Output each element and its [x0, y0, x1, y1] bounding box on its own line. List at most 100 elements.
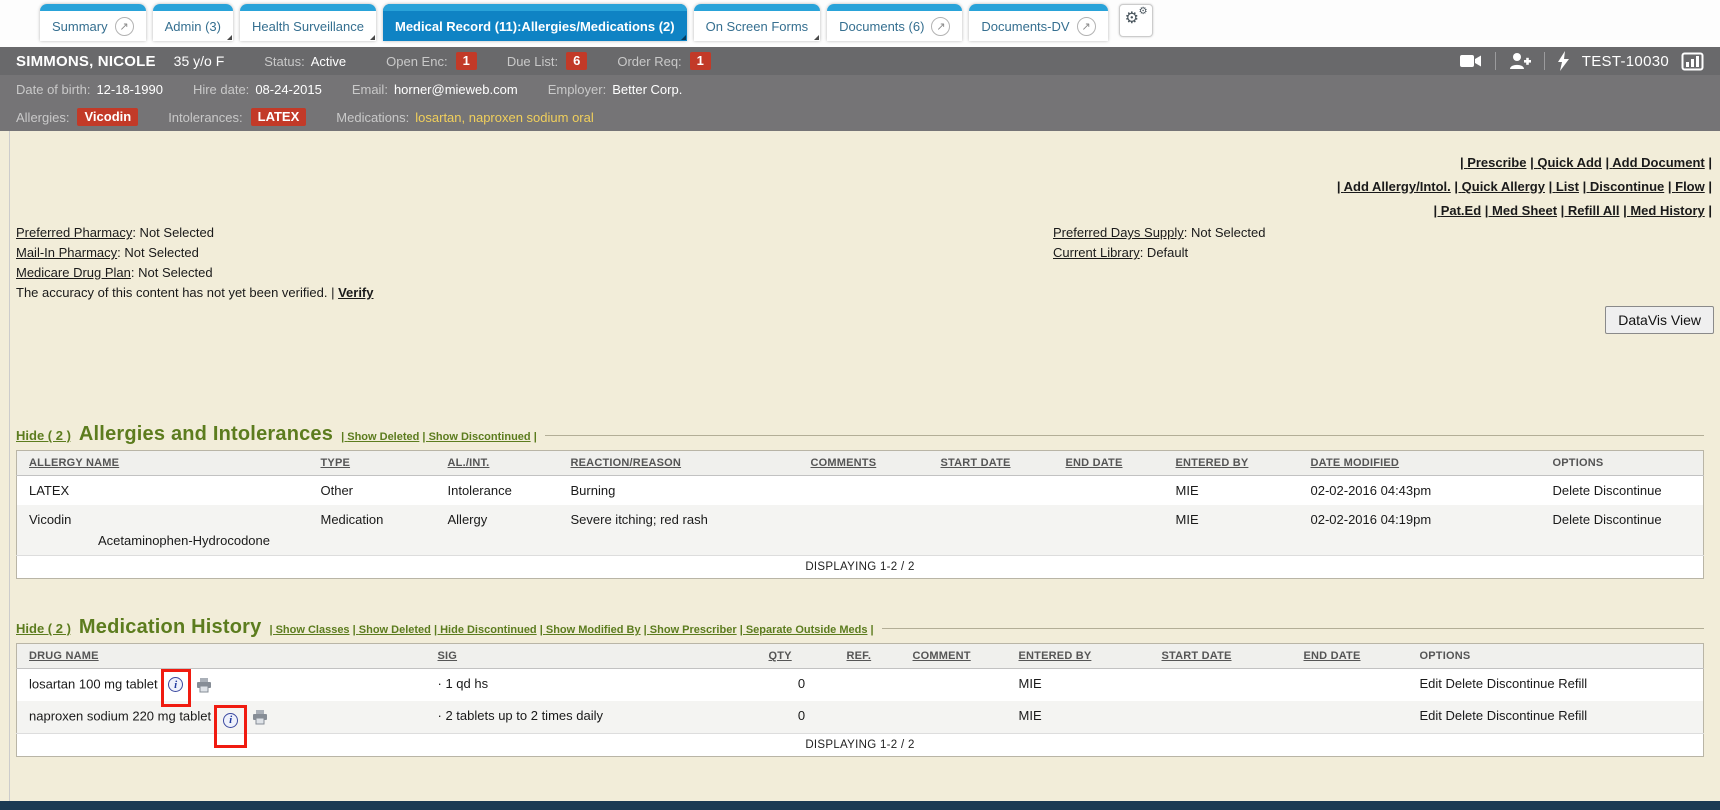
video-camera-icon[interactable] — [1459, 52, 1483, 70]
col-al-int[interactable]: AL./INT. — [435, 450, 559, 476]
col-comment[interactable]: COMMENT — [900, 643, 1007, 669]
status-label: Status: — [264, 53, 305, 69]
tab-summary[interactable]: Summary ↗ — [40, 4, 146, 41]
preferred-pharmacy-link[interactable]: Preferred Pharmacy — [16, 225, 133, 240]
pat-ed-link[interactable]: Pat.Ed — [1433, 203, 1481, 218]
allergy-entered-by: MIE — [1163, 475, 1299, 505]
prescribe-link[interactable]: Prescribe — [1460, 155, 1527, 170]
drug-info-icon[interactable]: i — [223, 712, 239, 728]
medication-row-naproxen[interactable]: naproxen sodium 220 mg tablet i · 2 table… — [16, 701, 1704, 748]
add-allergy-intol-link[interactable]: Add Allergy/Intol. — [1337, 179, 1451, 194]
col-start-date[interactable]: START DATE — [1149, 643, 1292, 669]
med-history-link[interactable]: Med History — [1623, 203, 1705, 218]
open-enc-label: Open Enc: — [386, 53, 448, 69]
medication-options[interactable]: Edit Delete Discontinue Refill — [1407, 701, 1704, 734]
allergies-hide-link[interactable]: Hide ( 2 ) — [16, 428, 71, 443]
allergy-options[interactable]: Delete Discontinue — [1540, 505, 1704, 556]
external-link-icon[interactable]: ↗ — [1076, 16, 1096, 36]
medications-section: Hide ( 2 ) Medication History Show Class… — [16, 616, 1704, 757]
mailin-pharmacy-link[interactable]: Mail-In Pharmacy — [16, 245, 118, 260]
tab-medical-record[interactable]: Medical Record (11):Allergies/Medication… — [383, 4, 687, 41]
refill-all-link[interactable]: Refill All — [1561, 203, 1620, 218]
allergy-row-vicodin[interactable]: Vicodin Acetaminophen-Hydrocodone Medica… — [16, 505, 1704, 556]
hide-discontinued-link[interactable]: Hide Discontinued — [434, 624, 537, 636]
col-type[interactable]: TYPE — [308, 450, 436, 476]
sig: · 2 tablets up to 2 times daily — [425, 701, 757, 734]
col-entered-by[interactable]: ENTERED BY — [1163, 450, 1299, 476]
medication-options[interactable]: Edit Delete Discontinue Refill — [1407, 668, 1704, 701]
tab-documents-dv[interactable]: Documents-DV ↗ — [969, 4, 1108, 41]
show-classes-link[interactable]: Show Classes — [269, 624, 349, 636]
col-allergy-name[interactable]: ALLERGY NAME — [16, 450, 309, 476]
datavis-view-button[interactable]: DataVis View — [1605, 306, 1714, 334]
col-reaction[interactable]: REACTION/REASON — [558, 450, 799, 476]
comment — [900, 668, 1007, 701]
allergy-badge[interactable]: Vicodin — [77, 108, 139, 126]
allergy-entered-by: MIE — [1163, 505, 1299, 556]
pharmacy-info: Preferred Pharmacy: Not Selected Mail-In… — [16, 223, 374, 303]
medications-hide-link[interactable]: Hide ( 2 ) — [16, 621, 71, 636]
tab-documents[interactable]: Documents (6) ↗ — [827, 4, 963, 41]
dob-label: Date of birth: — [16, 81, 91, 97]
hire-date-label: Hire date: — [192, 81, 250, 97]
add-person-icon[interactable] — [1508, 52, 1532, 70]
medications-section-header: Hide ( 2 ) Medication History Show Class… — [16, 616, 1704, 639]
allergy-comments — [798, 505, 929, 556]
quick-add-link[interactable]: Quick Add — [1530, 155, 1602, 170]
tab-on-screen-forms-label: On Screen Forms — [705, 18, 809, 34]
days-supply-link[interactable]: Preferred Days Supply — [1053, 225, 1184, 240]
bar-chart-icon[interactable] — [1681, 52, 1704, 71]
external-link-icon[interactable]: ↗ — [114, 16, 134, 36]
flow-link[interactable]: Flow — [1668, 179, 1705, 194]
show-discontinued-link[interactable]: Show Discontinued — [422, 431, 530, 443]
col-qty[interactable]: QTY — [756, 643, 835, 669]
col-sig[interactable]: SIG — [425, 643, 757, 669]
quick-allergy-link[interactable]: Quick Allergy — [1454, 179, 1545, 194]
col-comments[interactable]: COMMENTS — [798, 450, 929, 476]
start-date — [1149, 701, 1292, 734]
col-drug-name[interactable]: DRUG NAME — [16, 643, 426, 669]
col-entered-by[interactable]: ENTERED BY — [1006, 643, 1150, 669]
tab-on-screen-forms[interactable]: On Screen Forms — [693, 4, 821, 41]
external-link-icon[interactable]: ↗ — [931, 16, 951, 36]
order-req-badge[interactable]: 1 — [689, 52, 711, 70]
col-end-date[interactable]: END DATE — [1291, 643, 1408, 669]
separate-outside-meds-link[interactable]: Separate Outside Meds — [740, 624, 868, 636]
medications-list[interactable]: losartan, naproxen sodium oral — [415, 109, 594, 125]
col-ref[interactable]: REF. — [834, 643, 901, 669]
drug-info-icon[interactable]: i — [168, 677, 184, 692]
lightning-bolt-icon[interactable] — [1557, 51, 1570, 71]
intolerances-label: Intolerances: — [168, 109, 243, 125]
verify-link[interactable]: Verify — [338, 285, 374, 300]
open-enc-badge[interactable]: 1 — [455, 52, 477, 70]
show-deleted-link[interactable]: Show Deleted — [353, 624, 431, 636]
discontinue-link[interactable]: Discontinue — [1583, 179, 1665, 194]
col-start-date[interactable]: START DATE — [928, 450, 1054, 476]
due-list-badge[interactable]: 6 — [566, 52, 588, 70]
allergy-type: Other — [308, 475, 436, 505]
col-date-modified[interactable]: DATE MODIFIED — [1298, 450, 1541, 476]
medication-row-losartan[interactable]: losartan 100 mg tablet i · 1 qd hs 0 MIE … — [16, 668, 1704, 707]
print-icon[interactable] — [196, 678, 212, 696]
show-modified-by-link[interactable]: Show Modified By — [540, 624, 641, 636]
show-prescriber-link[interactable]: Show Prescriber — [644, 624, 737, 636]
medicare-plan-link[interactable]: Medicare Drug Plan — [16, 265, 131, 280]
show-deleted-link[interactable]: Show Deleted — [341, 431, 419, 443]
tab-admin[interactable]: Admin (3) — [152, 4, 234, 41]
print-icon[interactable] — [252, 710, 268, 728]
action-row-2: Add Allergy/Intol. Quick Allergy List Di… — [1337, 175, 1712, 199]
current-library-link[interactable]: Current Library — [1053, 245, 1140, 260]
tab-health-surveillance[interactable]: Health Surveillance — [239, 4, 377, 41]
list-link[interactable]: List — [1549, 179, 1579, 194]
intolerance-badge[interactable]: LATEX — [250, 108, 307, 126]
divider — [1494, 52, 1496, 70]
allergy-options[interactable]: Delete Discontinue — [1540, 475, 1704, 505]
entered-by: MIE — [1006, 668, 1150, 701]
allergy-row-latex[interactable]: LATEX Other Intolerance Burning MIE 02-0… — [16, 475, 1704, 505]
due-list-label: Due List: — [506, 53, 559, 69]
med-sheet-link[interactable]: Med Sheet — [1485, 203, 1557, 218]
settings-button[interactable]: ⚙ ⚙ — [1118, 4, 1153, 37]
allergy-reaction: Severe itching; red rash — [558, 505, 799, 556]
add-document-link[interactable]: Add Document — [1606, 155, 1705, 170]
col-end-date[interactable]: END DATE — [1053, 450, 1164, 476]
